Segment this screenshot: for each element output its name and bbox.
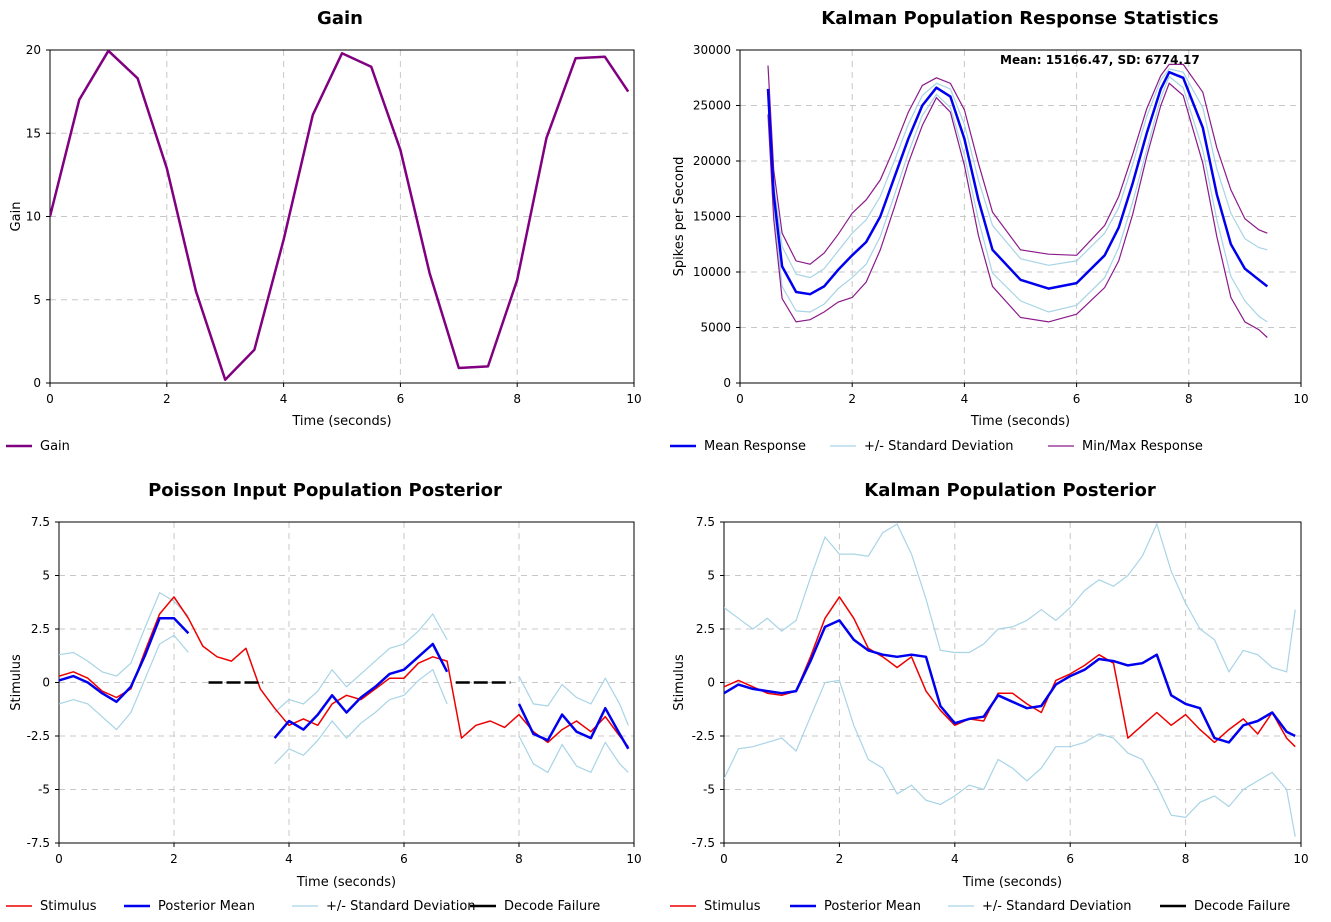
legend-label: Decode Failure xyxy=(1194,899,1290,914)
y-tick-label: 25000 xyxy=(693,99,731,113)
x-tick-label: 2 xyxy=(170,852,178,866)
x-tick-label: 8 xyxy=(513,392,521,406)
y-axis-label: Stimulus xyxy=(9,654,24,711)
y-tick-label: 15 xyxy=(26,126,41,140)
chart-panel-gain: Gain 0 2 4 6 8 10 0 5 10 15 20 Time (seconds) Gain Gai… xyxy=(6,8,642,454)
x-tick-label: 8 xyxy=(1185,392,1193,406)
legend-label: Decode Failure xyxy=(504,899,600,914)
plot-area xyxy=(59,591,630,774)
y-axis-label: Gain xyxy=(9,202,24,232)
x-tick-label: 2 xyxy=(836,852,844,866)
series-line-min-max-response-max xyxy=(767,63,1268,265)
x-tick-label: 8 xyxy=(1182,852,1190,866)
y-tick-label: -7.5 xyxy=(692,836,715,850)
y-tick-label: -2.5 xyxy=(27,729,50,743)
plot-area xyxy=(766,63,1269,338)
plot-area xyxy=(50,50,630,381)
series-line-standard-deviation-upper xyxy=(59,591,629,726)
legend-label: Min/Max Response xyxy=(1082,439,1203,454)
legend-label: +/- Standard Deviation xyxy=(326,899,476,914)
series-line-mean-response xyxy=(766,70,1269,296)
y-tick-label: 0 xyxy=(723,376,731,390)
x-tick-label: 10 xyxy=(626,852,641,866)
x-tick-label: 2 xyxy=(163,392,171,406)
y-tick-label: -2.5 xyxy=(692,729,715,743)
y-tick-label: 20000 xyxy=(693,154,731,168)
y-tick-label: 30000 xyxy=(693,43,731,57)
stats-annotation: Mean: 15166.47, SD: 6774.17 xyxy=(1000,53,1200,67)
x-tick-label: 0 xyxy=(55,852,63,866)
x-tick-label: 4 xyxy=(280,392,288,406)
series-line-standard-deviation-lower xyxy=(767,75,1268,323)
y-tick-label: 7.5 xyxy=(31,515,50,529)
y-tick-label: 15000 xyxy=(693,210,731,224)
x-tick-label: 4 xyxy=(961,392,969,406)
chart-title: Kalman Population Response Statistics xyxy=(821,8,1218,29)
x-tick-label: 0 xyxy=(720,852,728,866)
y-tick-label: 20 xyxy=(26,43,41,57)
x-axis-label: Time (seconds) xyxy=(296,875,396,890)
legend-label: Posterior Mean xyxy=(158,899,255,914)
legend-label: Stimulus xyxy=(40,899,97,914)
y-tick-label: 0 xyxy=(707,676,715,690)
y-tick-label: 5 xyxy=(33,293,41,307)
y-tick-label: 5000 xyxy=(700,321,731,335)
y-tick-label: -7.5 xyxy=(27,836,50,850)
x-tick-label: 4 xyxy=(951,852,959,866)
chart-title: Poisson Input Population Posterior xyxy=(148,480,502,501)
chart-panel-poisson-posterior: Poisson Input Population Posterior 0 2 4 6 8 1… xyxy=(6,480,642,914)
x-tick-label: 6 xyxy=(1073,392,1081,406)
legend-label: +/- Standard Deviation xyxy=(864,439,1014,454)
legend-label: +/- Standard Deviation xyxy=(982,899,1132,914)
y-axis-label: Stimulus xyxy=(672,654,687,711)
legend-label: Gain xyxy=(40,439,70,454)
y-tick-label: 7.5 xyxy=(696,515,715,529)
chart-panel-kalman-posterior: Kalman Population Posterior 0 2 4 6 8 10 -7.5 -5… xyxy=(670,480,1309,914)
series-line-stimulus xyxy=(59,596,629,748)
x-tick-label: 0 xyxy=(736,392,744,406)
plot-area xyxy=(724,522,1296,837)
series-line-standard-deviation-lower xyxy=(724,679,1296,837)
legend-label: Stimulus xyxy=(704,899,761,914)
y-tick-label: -5 xyxy=(38,783,50,797)
x-tick-label: 4 xyxy=(285,852,293,866)
x-axis-label: Time (seconds) xyxy=(291,414,391,429)
series-line-gain xyxy=(50,50,630,381)
y-tick-label: 5 xyxy=(707,569,715,583)
y-tick-label: 10 xyxy=(26,210,41,224)
series-line-posterior-mean xyxy=(724,619,1296,744)
chart-title: Kalman Population Posterior xyxy=(864,480,1156,501)
y-tick-label: 5 xyxy=(42,569,50,583)
series-line-stimulus xyxy=(724,596,1296,748)
y-axis-label: Spikes per Second xyxy=(672,157,687,277)
legend-label: Mean Response xyxy=(704,439,806,454)
legend-label: Posterior Mean xyxy=(824,899,921,914)
x-tick-label: 8 xyxy=(515,852,523,866)
chart-title: Gain xyxy=(317,8,363,29)
y-tick-label: 10000 xyxy=(693,265,731,279)
x-axis-label: Time (seconds) xyxy=(970,414,1070,429)
series-line-standard-deviation-upper xyxy=(767,68,1268,279)
y-tick-label: 2.5 xyxy=(696,622,715,636)
y-tick-label: -5 xyxy=(703,783,715,797)
series-line-standard-deviation-lower xyxy=(59,634,629,774)
x-tick-label: 6 xyxy=(397,392,405,406)
x-tick-label: 2 xyxy=(848,392,856,406)
x-tick-label: 6 xyxy=(1066,852,1074,866)
series-line-posterior-mean xyxy=(59,617,630,750)
series-line-min-max-response-min xyxy=(767,82,1268,338)
x-axis-label: Time (seconds) xyxy=(962,875,1062,890)
x-tick-label: 10 xyxy=(626,392,641,406)
x-tick-label: 10 xyxy=(1293,392,1308,406)
y-tick-label: 0 xyxy=(42,676,50,690)
x-tick-label: 6 xyxy=(400,852,408,866)
series-line-standard-deviation-upper xyxy=(724,522,1296,674)
y-tick-label: 2.5 xyxy=(31,622,50,636)
x-tick-label: 0 xyxy=(46,392,54,406)
x-tick-label: 10 xyxy=(1293,852,1308,866)
y-tick-label: 0 xyxy=(33,376,41,390)
chart-panel-kalman-response: Kalman Population Response Statistics 0 2 4… xyxy=(670,8,1309,454)
